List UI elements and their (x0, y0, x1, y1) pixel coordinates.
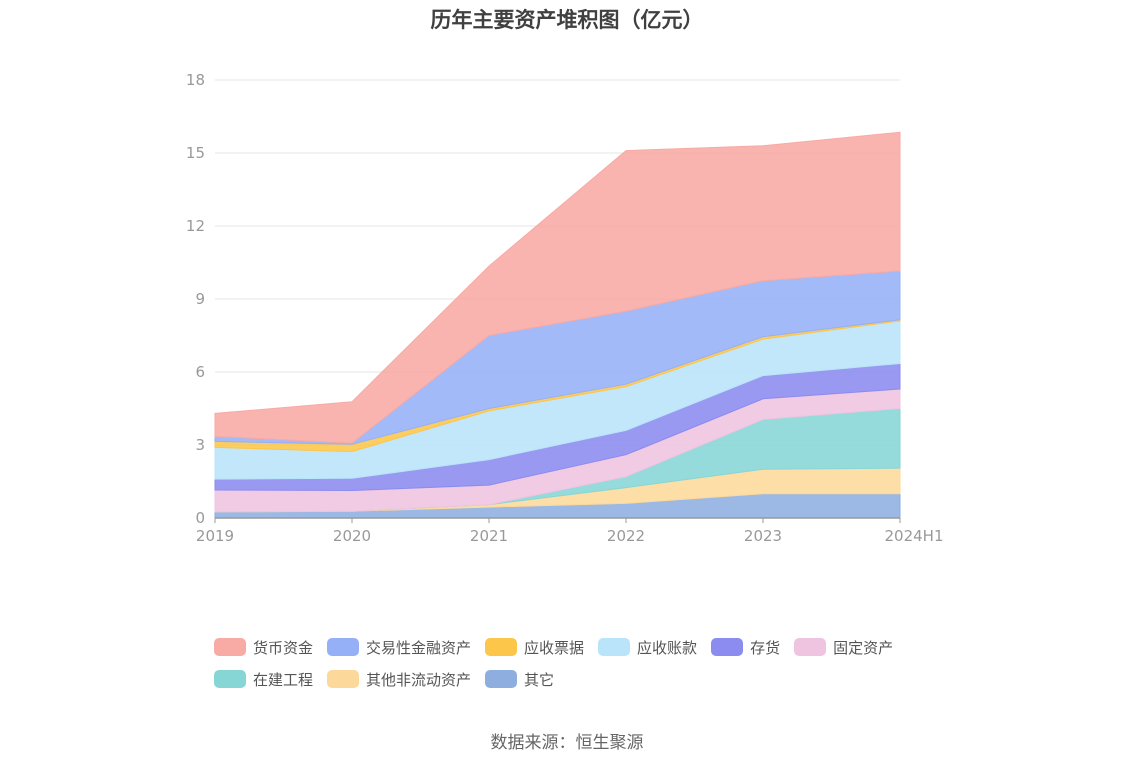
legend-item[interactable]: 存货 (711, 637, 780, 658)
legend-label: 其它 (524, 670, 555, 689)
x-tick-label: 2020 (333, 527, 371, 545)
data-source: 数据来源：恒生聚源 (490, 733, 644, 753)
y-tick-label: 12 (186, 217, 205, 235)
legend-swatch (327, 638, 360, 656)
legend-label: 其他非流动资产 (366, 670, 472, 689)
legend-row: 货币资金 交易性金融资产 应收票据 应收账款 存货 固定资产 (214, 631, 974, 663)
legend-swatch (485, 670, 518, 688)
legend-label: 存货 (750, 638, 781, 657)
chart-title: 历年主要资产堆积图（亿元） (430, 8, 704, 32)
legend-swatch (327, 670, 360, 688)
y-tick-label: 18 (186, 71, 205, 89)
legend: 货币资金 交易性金融资产 应收票据 应收账款 存货 固定资产 在建工程 其他非流动资产 其它 (214, 631, 974, 695)
x-tick-label: 2021 (470, 527, 508, 545)
y-tick-label: 0 (195, 509, 205, 527)
legend-item[interactable]: 货币资金 (214, 637, 313, 658)
axes: 0 3 6 9 12 15 18 2019 2020 2021 2022 2023 2024H1 (186, 71, 944, 545)
legend-item[interactable]: 应收票据 (485, 637, 584, 658)
x-tick-label: 2022 (607, 527, 645, 545)
legend-item[interactable]: 在建工程 (214, 669, 313, 690)
legend-swatch (214, 638, 246, 656)
legend-item[interactable]: 交易性金融资产 (327, 637, 471, 658)
legend-item[interactable]: 其它 (485, 669, 554, 690)
legend-label: 交易性金融资产 (366, 638, 472, 657)
y-tick-label: 3 (195, 436, 205, 454)
x-tick-label: 2019 (196, 527, 234, 545)
legend-swatch (794, 638, 827, 656)
legend-item[interactable]: 应收账款 (598, 637, 697, 658)
area-series (214, 131, 901, 519)
y-tick-label: 6 (195, 363, 205, 381)
legend-swatch (485, 638, 518, 656)
y-tick-label: 9 (195, 290, 205, 308)
legend-label: 应收票据 (524, 638, 585, 657)
legend-label: 应收账款 (637, 638, 698, 657)
legend-row: 在建工程 其他非流动资产 其它 (214, 663, 974, 695)
x-tick-label: 2023 (744, 527, 782, 545)
legend-label: 货币资金 (253, 638, 314, 657)
legend-swatch (711, 638, 744, 656)
legend-item[interactable]: 固定资产 (794, 637, 893, 658)
x-tick-label: 2024H1 (885, 527, 944, 545)
legend-item[interactable]: 其他非流动资产 (327, 669, 471, 690)
legend-label: 固定资产 (833, 638, 894, 657)
stacked-area-chart: 0 3 6 9 12 15 18 2019 2020 2021 2022 2023 2024H1 (186, 71, 944, 545)
y-tick-label: 15 (186, 144, 205, 162)
legend-swatch (214, 670, 246, 688)
legend-swatch (598, 638, 631, 656)
legend-label: 在建工程 (253, 670, 314, 689)
area-9 (214, 131, 901, 444)
